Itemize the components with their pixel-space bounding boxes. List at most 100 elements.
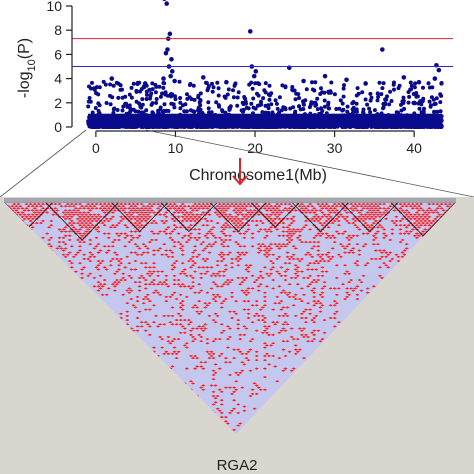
ld-cell bbox=[258, 249, 263, 252]
ld-cell bbox=[135, 236, 140, 239]
ld-cell bbox=[402, 203, 407, 206]
ld-cell bbox=[213, 240, 218, 244]
ld-cell bbox=[305, 302, 311, 305]
ld-cell bbox=[205, 203, 210, 206]
ld-cell bbox=[266, 363, 272, 366]
ld-cell bbox=[170, 268, 175, 271]
ld-cell bbox=[201, 257, 206, 261]
ld-cell bbox=[384, 217, 389, 220]
ld-cell bbox=[36, 203, 42, 206]
ld-cell bbox=[114, 270, 120, 273]
ld-cell bbox=[238, 350, 243, 353]
background-point bbox=[178, 96, 183, 100]
ld-cell bbox=[236, 276, 241, 280]
ld-cell bbox=[123, 278, 128, 282]
ld-header-strip bbox=[4, 198, 456, 203]
background-point bbox=[87, 84, 91, 89]
ld-cell bbox=[90, 219, 95, 223]
ld-cell bbox=[205, 257, 210, 261]
ld-cell bbox=[47, 238, 52, 242]
ld-cell bbox=[381, 249, 387, 252]
ld-cell bbox=[219, 226, 224, 229]
ld-cell bbox=[166, 255, 171, 258]
ld-cell bbox=[338, 255, 344, 258]
ld-cell bbox=[223, 205, 228, 208]
ld-cell bbox=[176, 338, 181, 341]
ld-cell bbox=[326, 226, 331, 229]
ld-cell bbox=[377, 266, 383, 269]
ld-cell bbox=[414, 203, 420, 206]
ld-cell bbox=[213, 401, 218, 404]
ld-cell bbox=[242, 308, 247, 311]
ld-cell bbox=[287, 291, 292, 294]
ld-cell bbox=[336, 253, 341, 256]
ld-cell bbox=[112, 285, 118, 288]
ld-cell bbox=[227, 386, 233, 389]
ld-cell bbox=[147, 215, 152, 218]
ld-cell bbox=[295, 236, 300, 239]
ld-cell bbox=[266, 228, 272, 231]
ld-cell bbox=[297, 327, 302, 330]
ld-cell bbox=[217, 367, 222, 370]
ld-cell bbox=[131, 215, 136, 218]
ld-cell bbox=[229, 295, 235, 298]
ld-cell bbox=[139, 215, 144, 218]
ld-cell bbox=[116, 205, 122, 208]
ld-cell bbox=[266, 325, 272, 328]
ld-cell bbox=[264, 327, 270, 330]
x-axis-ticks: 0 10 20 30 40 bbox=[92, 131, 422, 156]
ld-cell bbox=[264, 213, 270, 216]
ld-cell bbox=[119, 278, 124, 282]
ld-cell bbox=[266, 245, 272, 248]
ld-cell bbox=[238, 283, 243, 286]
background-point bbox=[147, 87, 152, 92]
ld-cell bbox=[28, 203, 33, 206]
ld-cell bbox=[102, 224, 107, 227]
ld-cell bbox=[197, 300, 202, 303]
ld-cell bbox=[221, 253, 226, 256]
ld-cell bbox=[184, 219, 189, 223]
background-point bbox=[381, 105, 386, 110]
ld-cell bbox=[133, 230, 138, 233]
ld-cell bbox=[221, 283, 226, 286]
x-axis-title: Chromosome1(Mb) bbox=[189, 167, 327, 184]
ld-cell bbox=[141, 297, 146, 301]
ld-cell bbox=[229, 409, 235, 412]
ld-cell bbox=[443, 203, 448, 206]
ld-cell bbox=[248, 213, 253, 216]
ld-cell bbox=[252, 209, 257, 212]
ld-cell bbox=[258, 270, 263, 273]
ld-cell bbox=[219, 331, 224, 334]
ld-cell bbox=[246, 224, 251, 227]
ld-cell bbox=[312, 304, 317, 307]
ld-cell bbox=[355, 259, 360, 263]
background-point bbox=[417, 106, 422, 111]
ld-cell bbox=[213, 363, 218, 366]
data-point bbox=[163, 50, 169, 56]
ld-cell bbox=[229, 203, 235, 206]
ld-cell bbox=[121, 276, 126, 280]
ld-cell bbox=[34, 213, 39, 216]
background-point bbox=[319, 106, 324, 111]
ld-cell bbox=[176, 232, 181, 235]
ld-cell bbox=[289, 238, 294, 242]
ld-cell bbox=[248, 264, 253, 267]
ld-cell bbox=[379, 251, 385, 254]
ld-cell bbox=[299, 228, 305, 231]
ld-cell bbox=[47, 243, 52, 246]
ld-cell bbox=[217, 274, 222, 277]
ld-cell bbox=[188, 287, 194, 290]
ld-cell bbox=[141, 251, 146, 254]
ld-cell bbox=[254, 203, 259, 206]
ld-cell bbox=[279, 266, 284, 269]
ld-cell bbox=[281, 243, 286, 246]
ld-cell bbox=[275, 207, 280, 210]
ld-cell bbox=[79, 217, 85, 220]
ld-cell bbox=[400, 217, 405, 220]
ld-cell bbox=[367, 217, 372, 220]
ld-cell bbox=[324, 207, 329, 210]
background-point bbox=[363, 97, 368, 102]
ld-cell bbox=[314, 209, 319, 212]
ld-cell bbox=[355, 243, 360, 246]
ld-cell bbox=[234, 312, 239, 315]
